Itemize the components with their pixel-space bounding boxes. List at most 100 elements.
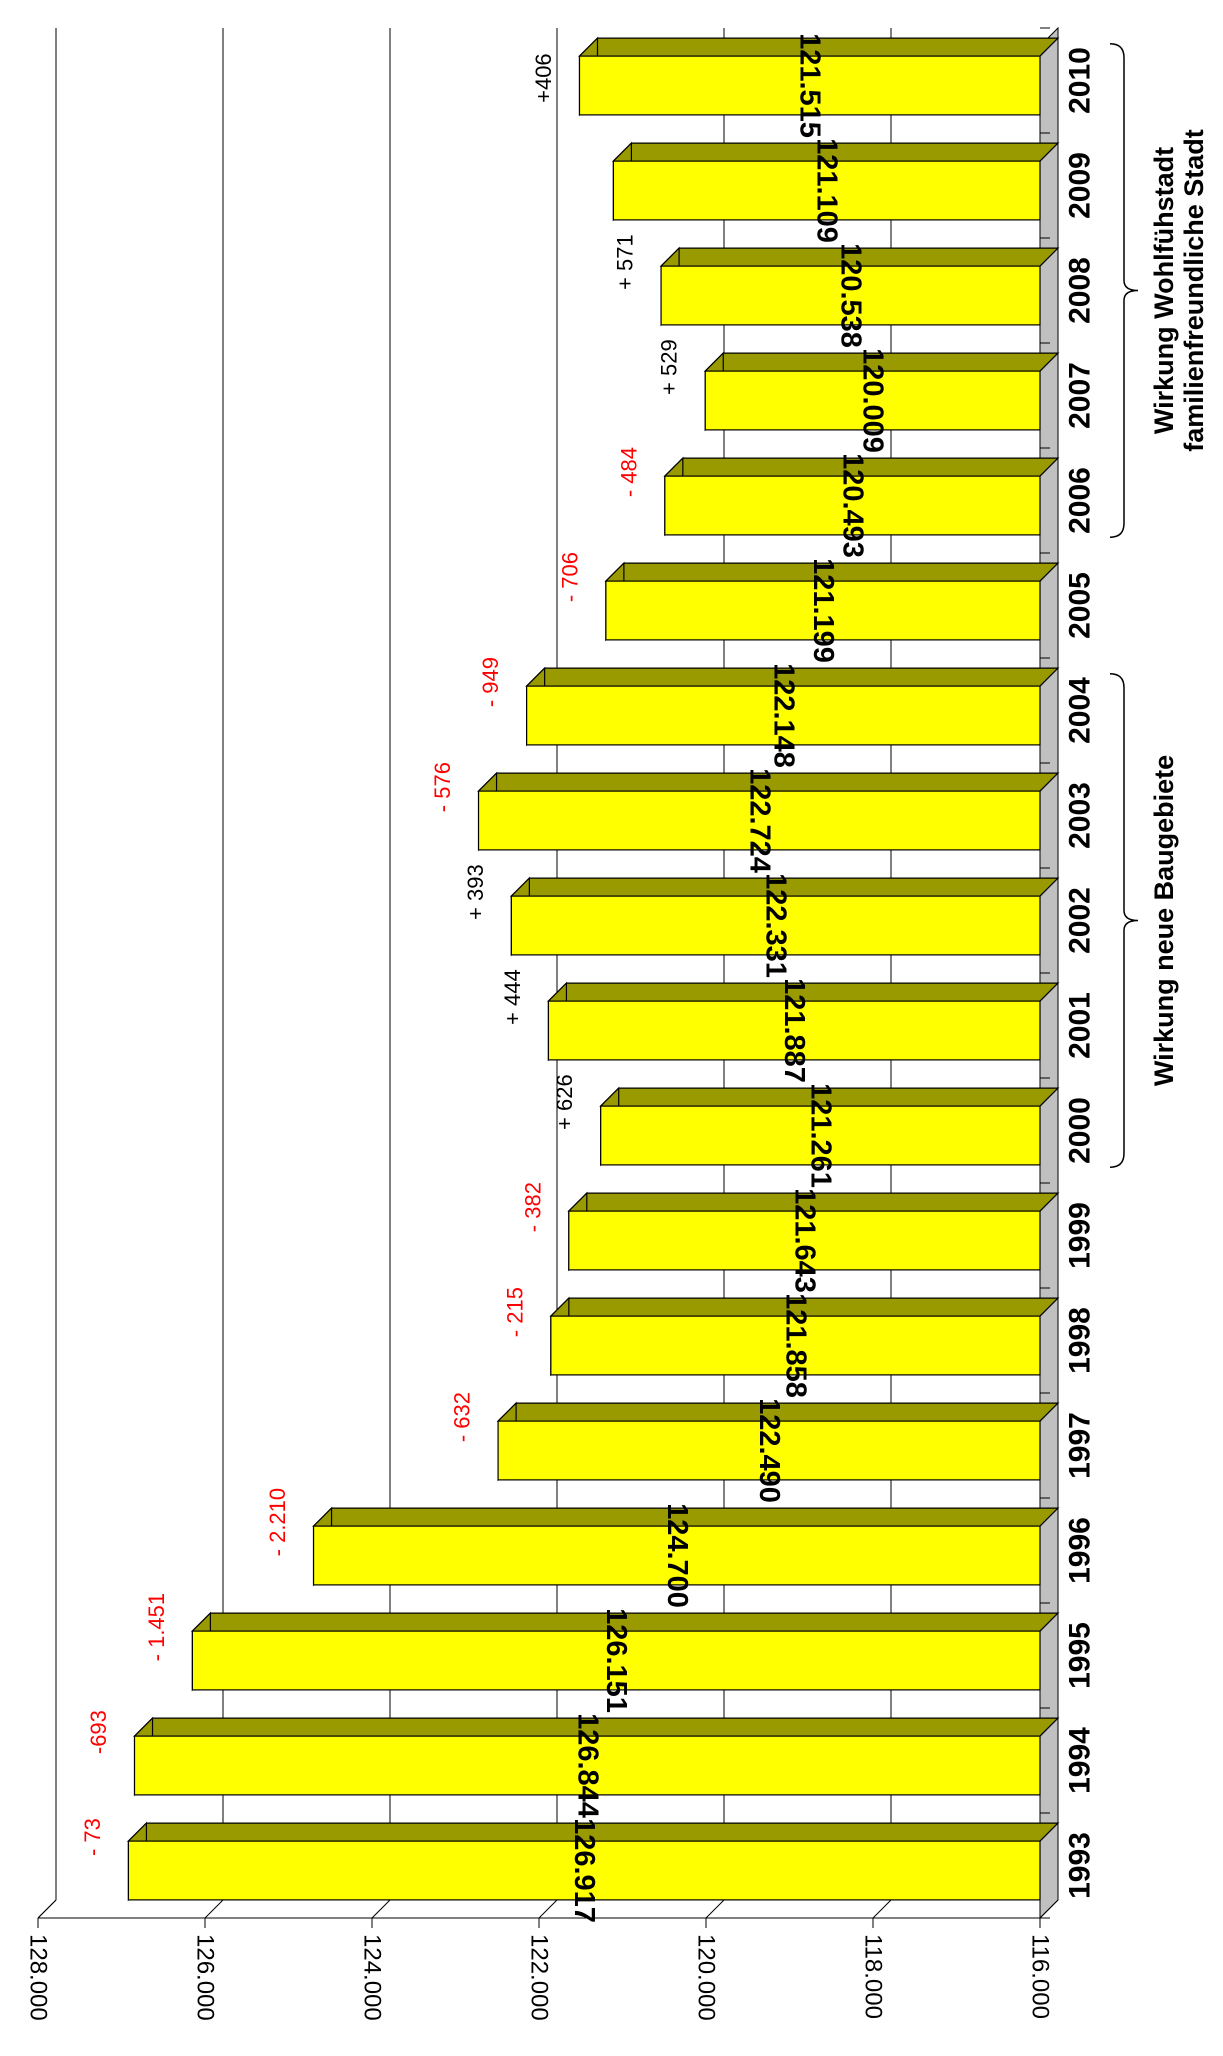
- bar-2000: [599, 1086, 1060, 1167]
- annotation-brace: [1109, 43, 1139, 538]
- change-label: - 382: [520, 1182, 545, 1232]
- bar-front-face: [510, 895, 1041, 956]
- bar-front-face: [612, 160, 1041, 221]
- bar-1999: [567, 1191, 1060, 1272]
- change-label: + 444: [500, 969, 525, 1025]
- value-axis-depth-tick: [872, 1899, 892, 1919]
- category-axis-label: 2006: [1064, 467, 1097, 534]
- change-label: - 706: [557, 552, 582, 602]
- change-label: - 632: [450, 1392, 475, 1442]
- change-label: - 215: [502, 1287, 527, 1337]
- value-axis-tick-label: 128.000: [25, 1934, 52, 2021]
- bar-1998: [549, 1296, 1060, 1377]
- value-axis-tick-label: 116.000: [1027, 1934, 1054, 2019]
- bar-2004: [525, 666, 1060, 747]
- change-label: + 626: [552, 1074, 577, 1130]
- value-axis-depth-tick: [371, 1899, 391, 1919]
- bar-value-label: 120.493: [836, 453, 868, 558]
- bar-2002: [509, 876, 1060, 957]
- bar-value-label: 121.261: [804, 1083, 836, 1188]
- change-label: - 73: [80, 1818, 105, 1856]
- category-axis-label: 2001: [1064, 992, 1097, 1059]
- value-axis-tick-label: 126.000: [192, 1934, 219, 2021]
- bar-2010: [578, 36, 1060, 117]
- bar-front-face: [568, 1210, 1041, 1271]
- bar-value-label: 121.199: [807, 558, 839, 663]
- value-axis-tick-label: 118.000: [860, 1934, 887, 2019]
- value-axis-tick-label: 124.000: [359, 1934, 386, 2021]
- bar-front-face: [704, 370, 1041, 431]
- bar-front-face: [605, 580, 1041, 641]
- bar-front-face: [191, 1630, 1041, 1691]
- bar-1996: [312, 1506, 1060, 1587]
- bar-1993: [126, 1821, 1060, 1902]
- bar-front-face: [660, 265, 1041, 326]
- category-axis-label: 2002: [1064, 887, 1097, 954]
- bar-value-label: 121.887: [778, 978, 810, 1083]
- change-label: + 529: [657, 339, 682, 395]
- bar-2001: [546, 981, 1060, 1062]
- bar-1994: [133, 1716, 1060, 1797]
- bar-front-face: [312, 1525, 1041, 1586]
- change-label: - 2.210: [265, 1488, 290, 1557]
- bar-value-label: 122.148: [767, 663, 799, 768]
- bar-value-label: 121.515: [794, 33, 826, 138]
- bar-1995: [190, 1611, 1060, 1692]
- bar-value-label: 122.331: [760, 873, 792, 978]
- category-axis-label: 1997: [1064, 1412, 1097, 1479]
- change-label: + 393: [463, 864, 488, 920]
- category-axis-label: 1994: [1064, 1727, 1097, 1794]
- category-axis-label: 2004: [1064, 677, 1097, 744]
- category-axis-label: 1996: [1064, 1517, 1097, 1584]
- change-label: - 576: [430, 762, 455, 812]
- annotation-label: familienfreundliche Stadt: [1179, 129, 1209, 452]
- bar-value-label: 120.009: [857, 348, 889, 453]
- bar-2007: [703, 351, 1060, 432]
- bar-front-face: [526, 685, 1041, 746]
- category-axis-label: 2005: [1064, 572, 1097, 639]
- bar-front-face: [664, 475, 1041, 536]
- category-axis-label: 1998: [1064, 1307, 1097, 1374]
- bar-front-face: [550, 1315, 1041, 1376]
- category-axis-label: 1993: [1064, 1832, 1097, 1899]
- category-axis-label: 2008: [1064, 257, 1097, 324]
- bar-1997: [496, 1401, 1060, 1482]
- annotation-brace: [1109, 673, 1139, 1168]
- bar-2003: [477, 771, 1060, 852]
- annotation-label: Wirkung neue Baugebiete: [1149, 755, 1179, 1086]
- bar-front-face: [477, 790, 1041, 851]
- bar-value-label: 126.844: [571, 1713, 603, 1818]
- bar-front-face: [497, 1420, 1041, 1481]
- bar-value-label: 126.151: [600, 1608, 632, 1713]
- value-axis-depth-tick: [204, 1899, 224, 1919]
- bar-value-label: 121.109: [811, 138, 843, 243]
- category-axis-label: 2007: [1064, 362, 1097, 429]
- bar-front-face: [547, 1000, 1041, 1061]
- change-label: + 571: [613, 234, 638, 290]
- category-axis-label: 2003: [1064, 782, 1097, 849]
- value-axis-depth-tick: [37, 1899, 57, 1919]
- bar-front-face: [127, 1840, 1041, 1901]
- annotation-label: Wirkung Wohlfühstadt: [1149, 147, 1179, 434]
- bar-value-label: 120.538: [835, 243, 867, 348]
- change-label: - 949: [478, 657, 503, 707]
- bar-value-label: 121.858: [779, 1293, 811, 1398]
- change-label: - 484: [616, 447, 641, 497]
- bar-value-label: 121.643: [788, 1188, 820, 1293]
- value-axis-depth-tick: [1039, 1899, 1059, 1919]
- category-axis-label: 2000: [1064, 1097, 1097, 1164]
- category-axis-label: 1995: [1064, 1622, 1097, 1689]
- bar-front-face: [600, 1105, 1041, 1166]
- bar-front-face: [578, 55, 1041, 116]
- category-axis-label: 1999: [1064, 1202, 1097, 1269]
- bar-front-face: [133, 1735, 1041, 1796]
- category-axis-label: 2009: [1064, 152, 1097, 219]
- bar-value-label: 122.490: [753, 1398, 785, 1503]
- bar-2008: [659, 246, 1060, 327]
- bar-value-label: 126.917: [568, 1818, 600, 1923]
- change-label-extra: +406: [531, 53, 556, 103]
- change-label: - 1.451: [144, 1593, 169, 1662]
- bars: [126, 36, 1060, 1902]
